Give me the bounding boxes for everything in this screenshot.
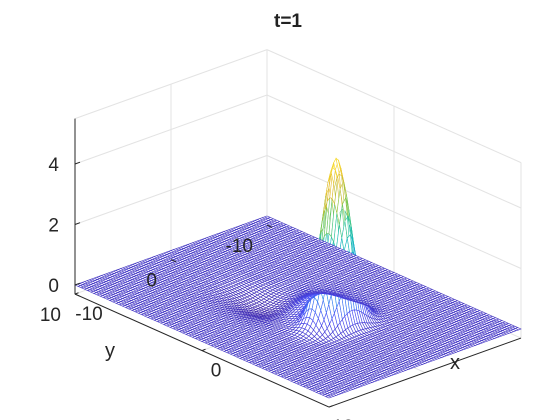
box-edge — [74, 49, 268, 120]
surface-mesh — [74, 157, 522, 399]
box-edge — [266, 49, 522, 164]
